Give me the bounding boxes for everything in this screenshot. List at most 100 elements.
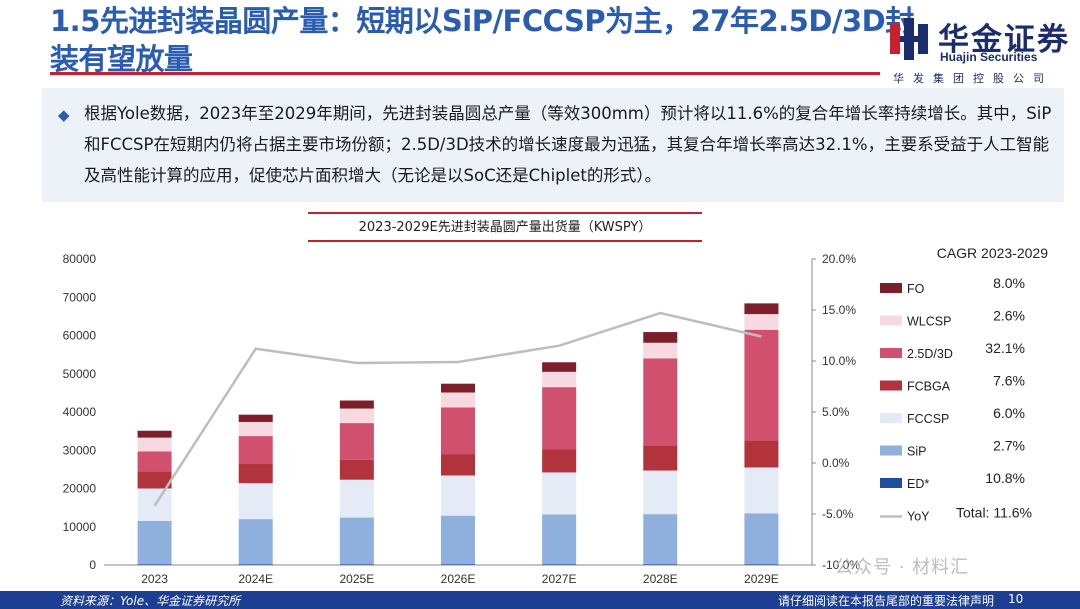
bar-segment-fcbga <box>339 459 374 480</box>
legend-label: FCCSP <box>907 412 949 426</box>
legend-cagr: 2.7% <box>993 438 1025 454</box>
bar-segment-fo <box>339 400 374 409</box>
bar-segment-ed <box>339 564 374 565</box>
bar-segment-sip <box>137 521 172 565</box>
y-right-tick-label: 20.0% <box>822 252 856 266</box>
huajin-logo-icon <box>890 18 928 60</box>
legend-cagr: 7.6% <box>993 373 1025 389</box>
bar-segment-fccsp <box>238 483 273 520</box>
legend-swatch-fcbga <box>880 380 902 391</box>
y-right-tick-label: 0.0% <box>822 456 850 470</box>
summary-text: 根据Yole数据，2023年至2029年期间，先进封装晶圆总产量（等效300mm… <box>84 104 1052 185</box>
bar-segment-25d3d <box>137 451 172 472</box>
bar-segment-ed <box>744 564 779 565</box>
legend-swatch-wlcsp <box>880 315 902 326</box>
bar-segment-fcbga <box>542 449 577 473</box>
bar-segment-fccsp <box>339 479 374 518</box>
bar-segment-wlcsp <box>339 408 374 424</box>
bar-segment-25d3d <box>339 423 374 460</box>
y-right-tick-label: -10.0% <box>822 558 860 572</box>
y-left-tick-label: 0 <box>89 558 96 572</box>
bar-segment-fo <box>441 383 475 393</box>
legend-label: FCBGA <box>907 380 951 394</box>
legend-total: Total: 11.6% <box>956 505 1032 521</box>
bar-segment-25d3d <box>643 358 678 446</box>
bar-segment-fccsp <box>643 470 678 515</box>
summary-box <box>42 88 1064 202</box>
bar-segment-fcbga <box>441 454 475 476</box>
bar-segment-sip <box>238 519 273 565</box>
x-tick-label: 2029E <box>744 572 779 586</box>
legend-cagr: 6.0% <box>993 405 1025 421</box>
page-number: 10 <box>1008 592 1024 606</box>
bar-segment-wlcsp <box>238 421 273 437</box>
legend-label: WLCSP <box>907 315 951 329</box>
logo-subtitle: 华发集团控股公司 <box>893 72 1053 85</box>
bar-segment-wlcsp <box>744 314 779 330</box>
bar-segment-fcbga <box>744 440 779 468</box>
bar-segment-fcbga <box>137 471 172 489</box>
bar-segment-ed <box>643 564 678 565</box>
legend-header: CAGR 2023-2029 <box>937 245 1049 261</box>
x-tick-label: 2026E <box>441 572 476 586</box>
y-left-tick-label: 80000 <box>63 252 97 266</box>
bar-segment-25d3d <box>744 329 779 441</box>
bar-segment-ed <box>238 564 273 565</box>
legend-swatch-ed <box>880 478 902 488</box>
footer-disclaimer: 请仔细阅读在本报告尾部的重要法律声明 <box>778 594 995 608</box>
y-right-tick-label: -5.0% <box>822 507 854 521</box>
bar-segment-wlcsp <box>441 392 475 408</box>
legend-label: YoY <box>907 510 930 524</box>
x-tick-label: 2028E <box>643 572 678 586</box>
logo-text-cn: 华金证券 <box>938 22 1070 58</box>
logo-text-en: Huajin Securities <box>940 50 1038 64</box>
bar-segment-ed <box>542 564 577 565</box>
diamond-bullet-icon: ◆ <box>58 106 70 124</box>
page-title: 1.5先进封装晶圆产量：短期以SiP/FCCSP为主，27年2.5D/3D封装有… <box>50 4 914 76</box>
watermark: 公众号 · 材料汇 <box>835 557 970 578</box>
legend-swatch-fccsp <box>880 413 902 423</box>
y-left-tick-label: 20000 <box>63 482 97 496</box>
y-left-tick-label: 50000 <box>63 367 97 381</box>
bar-segment-25d3d <box>542 387 577 450</box>
bar-segment-wlcsp <box>137 437 172 452</box>
bar-segment-sip <box>744 513 779 565</box>
chart-title-top-rule <box>308 212 702 214</box>
legend-label: ED* <box>907 477 929 491</box>
bar-segment-fo <box>137 430 172 438</box>
bar-segment-fo <box>643 332 678 343</box>
bar-segment-sip <box>441 515 475 565</box>
bar-segment-25d3d <box>441 407 475 455</box>
bar-segment-ed <box>441 564 475 565</box>
legend-label: FO <box>907 282 925 296</box>
legend-cagr: 2.6% <box>993 308 1025 324</box>
y-left-tick-label: 40000 <box>63 405 97 419</box>
footer-source: 资料来源：Yole、华金证券研究所 <box>60 594 241 608</box>
bar-segment-fccsp <box>441 475 475 516</box>
bar-segment-sip <box>339 517 374 565</box>
legend-cagr: 8.0% <box>993 275 1025 291</box>
bar-segment-fcbga <box>238 464 273 484</box>
x-tick-label: 2027E <box>542 572 577 586</box>
y-left-tick-label: 10000 <box>63 520 97 534</box>
y-left-tick-label: 60000 <box>63 329 97 343</box>
x-tick-label: 2023 <box>141 572 168 586</box>
chart-title-bottom-rule <box>308 240 702 242</box>
footer-bar <box>0 591 1080 609</box>
y-right-tick-label: 15.0% <box>822 303 856 317</box>
y-left-tick-label: 30000 <box>63 443 97 457</box>
bar-segment-sip <box>643 514 678 565</box>
yoy-line <box>153 311 762 507</box>
chart-title: 2023-2029E先进封装晶圆产量出货量（KWSPY） <box>358 220 652 235</box>
y-right-tick-label: 10.0% <box>822 354 856 368</box>
bar-segment-wlcsp <box>643 342 678 359</box>
y-left-tick-label: 70000 <box>63 290 97 304</box>
x-tick-label: 2025E <box>340 572 375 586</box>
bar-segment-fo <box>238 414 273 422</box>
bar-segment-fo <box>542 362 577 372</box>
legend-label: SiP <box>907 445 926 459</box>
bar-segment-fo <box>744 303 779 315</box>
bar-segment-ed <box>137 564 172 565</box>
legend-cagr: 10.8% <box>985 470 1025 486</box>
